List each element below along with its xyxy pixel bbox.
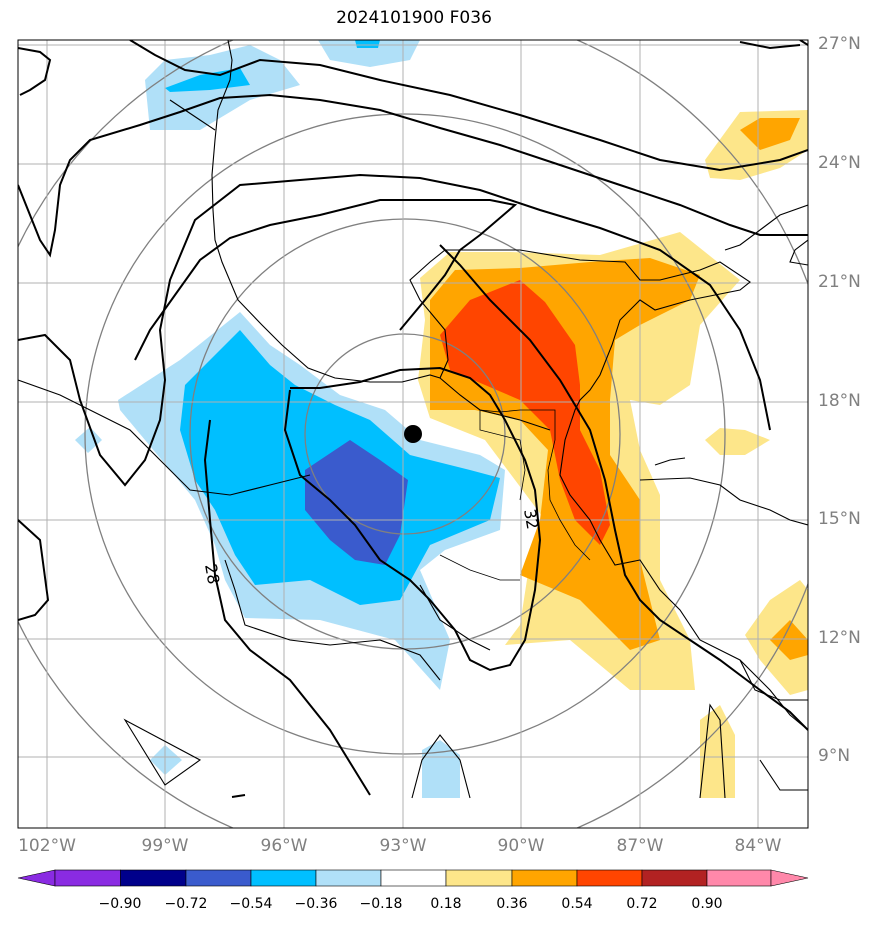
- negative-anomaly-shading: [75, 40, 505, 798]
- lat-label-12n: 12°N: [818, 628, 861, 648]
- colorbar-swatch-7: [445, 869, 513, 887]
- colorbar-label: −0.54: [229, 896, 273, 912]
- lon-label-96w: 96°W: [260, 836, 308, 856]
- colorbar-swatch-2: [120, 869, 187, 887]
- colorbar-label: 0.36: [496, 896, 528, 912]
- borders: [439, 409, 591, 581]
- map-frame: [17, 39, 809, 829]
- lat-label-18n: 18°N: [818, 391, 861, 411]
- colorbar-swatch-1: [54, 869, 121, 887]
- colorbar-swatch-11: [706, 869, 772, 887]
- colorbar: [17, 869, 809, 887]
- colorbar-extend-max: [770, 869, 809, 887]
- lat-label-9n: 9°N: [818, 746, 851, 766]
- lat-label-21n: 21°N: [818, 272, 861, 292]
- colorbar-swatch-9: [576, 869, 643, 887]
- colorbar-swatch-4: [250, 869, 317, 887]
- lon-label-102w: 102°W: [18, 836, 76, 856]
- colorbar-swatch-6: [380, 869, 447, 887]
- colorbar-swatch-3: [185, 869, 252, 887]
- colorbar-label: −0.36: [294, 896, 338, 912]
- contour-label-32: 32: [520, 507, 542, 530]
- colorbar-label: 0.18: [430, 896, 462, 912]
- lat-label-24n: 24°N: [818, 153, 861, 173]
- colorbar-label: 0.54: [561, 896, 593, 912]
- colorbar-label: −0.72: [164, 896, 208, 912]
- coastlines: [18, 40, 808, 799]
- colorbar-label: −0.18: [359, 896, 403, 912]
- lon-label-93w: 93°W: [379, 836, 427, 856]
- lat-label-27n: 27°N: [818, 34, 861, 54]
- lon-label-87w: 87°W: [616, 836, 664, 856]
- storm-center-marker: [404, 425, 422, 443]
- graticule: [18, 40, 808, 828]
- map-title: 2024101900 F036: [336, 8, 492, 28]
- colorbar-label: 0.72: [626, 896, 658, 912]
- colorbar-swatch-5: [315, 869, 382, 887]
- colorbar-extend-min: [17, 869, 56, 887]
- contour-lines: [18, 40, 808, 798]
- colorbar-label: 0.90: [691, 896, 723, 912]
- lon-label-84w: 84°W: [734, 836, 782, 856]
- positive-anomaly-shading: [418, 110, 808, 798]
- contour-label-28: 28: [201, 562, 223, 585]
- lon-label-99w: 99°W: [141, 836, 189, 856]
- colorbar-swatch-8: [511, 869, 578, 887]
- colorbar-label: −0.90: [98, 896, 142, 912]
- colorbar-swatch-10: [641, 869, 708, 887]
- lat-label-15n: 15°N: [818, 509, 861, 529]
- lon-label-90w: 90°W: [497, 836, 545, 856]
